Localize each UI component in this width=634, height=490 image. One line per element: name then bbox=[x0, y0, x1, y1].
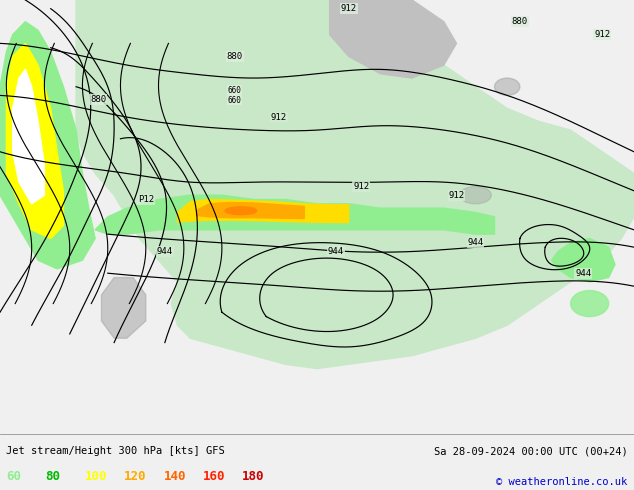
Text: 60: 60 bbox=[6, 470, 22, 483]
Text: 880: 880 bbox=[226, 52, 243, 61]
Polygon shape bbox=[101, 277, 146, 338]
Polygon shape bbox=[6, 44, 63, 239]
Text: Jet stream/Height 300 hPa [kts] GFS: Jet stream/Height 300 hPa [kts] GFS bbox=[6, 446, 225, 456]
Ellipse shape bbox=[460, 187, 491, 204]
Text: 944: 944 bbox=[157, 247, 173, 256]
Polygon shape bbox=[95, 195, 495, 234]
Text: © weatheronline.co.uk: © weatheronline.co.uk bbox=[496, 477, 628, 487]
Text: 944: 944 bbox=[575, 269, 592, 278]
Text: 120: 120 bbox=[124, 470, 146, 483]
Text: 880: 880 bbox=[512, 17, 528, 26]
Text: 100: 100 bbox=[85, 470, 107, 483]
Text: 660
660: 660 660 bbox=[228, 86, 242, 105]
Polygon shape bbox=[13, 70, 44, 204]
Polygon shape bbox=[178, 199, 349, 222]
Text: 912: 912 bbox=[448, 191, 465, 199]
Polygon shape bbox=[552, 239, 615, 282]
Text: 140: 140 bbox=[164, 470, 186, 483]
Text: 80: 80 bbox=[46, 470, 61, 483]
Text: 912: 912 bbox=[340, 4, 357, 13]
Text: 880: 880 bbox=[90, 95, 107, 104]
Text: P12: P12 bbox=[138, 195, 154, 204]
Text: 180: 180 bbox=[242, 470, 264, 483]
Text: 912: 912 bbox=[271, 113, 287, 122]
Ellipse shape bbox=[571, 291, 609, 317]
Polygon shape bbox=[0, 22, 95, 269]
Polygon shape bbox=[197, 202, 304, 219]
Text: Sa 28-09-2024 00:00 UTC (00+24): Sa 28-09-2024 00:00 UTC (00+24) bbox=[434, 446, 628, 456]
Text: 944: 944 bbox=[328, 247, 344, 256]
Ellipse shape bbox=[495, 78, 520, 96]
Text: 912: 912 bbox=[353, 182, 370, 191]
Polygon shape bbox=[76, 0, 634, 368]
Polygon shape bbox=[330, 0, 456, 78]
Text: 160: 160 bbox=[203, 470, 225, 483]
Ellipse shape bbox=[225, 207, 257, 215]
Text: 912: 912 bbox=[594, 30, 611, 39]
Text: 944: 944 bbox=[467, 238, 484, 247]
